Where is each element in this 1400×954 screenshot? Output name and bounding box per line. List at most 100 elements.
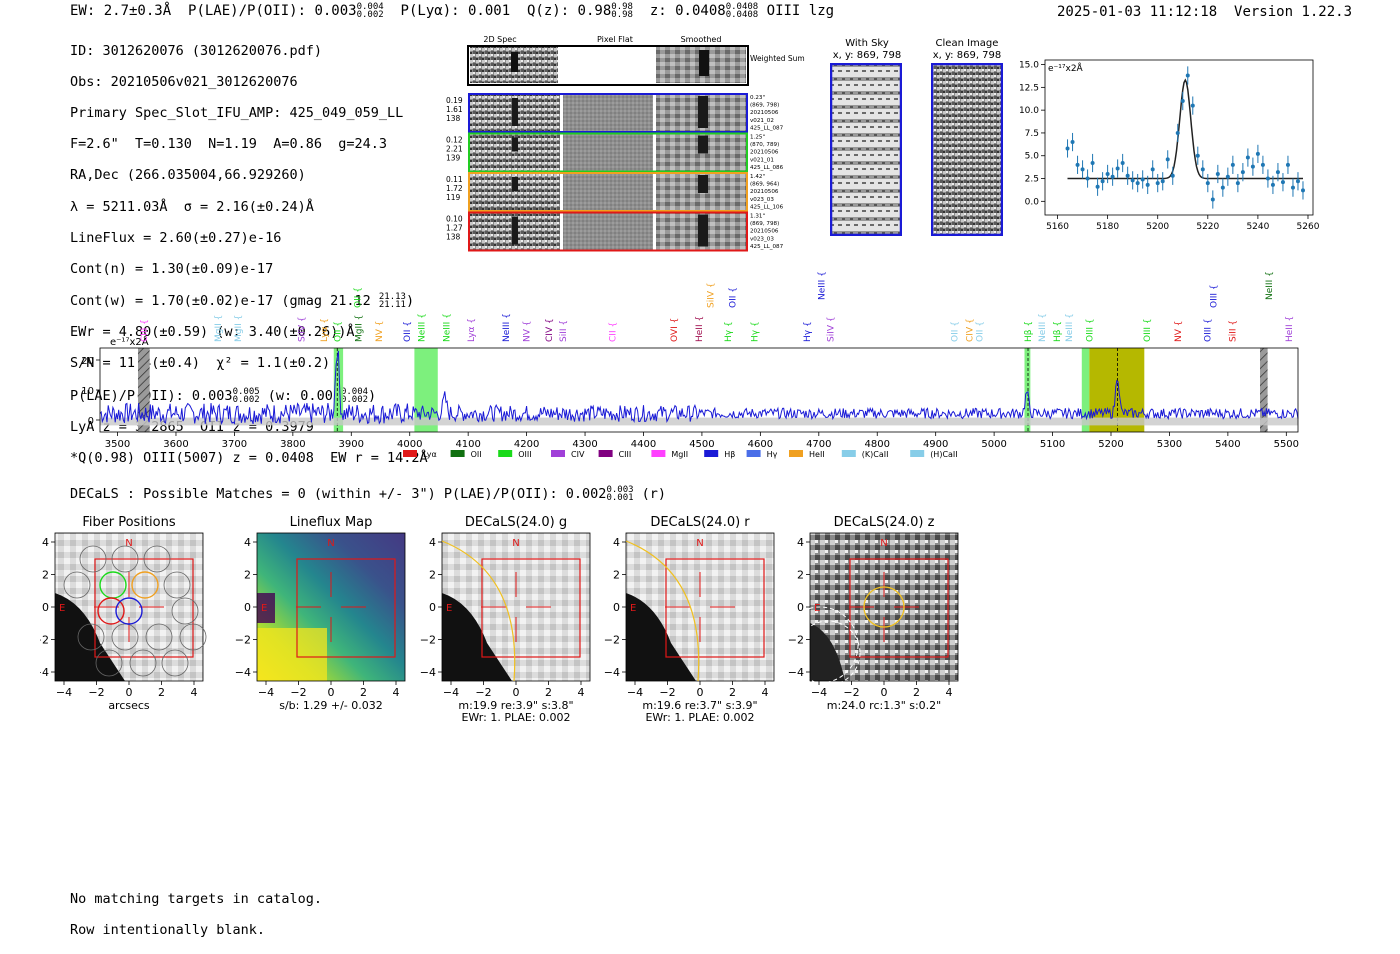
col-smoothed: Smoothed <box>681 35 722 44</box>
bright-galaxy-shadow <box>626 593 696 681</box>
cutout-caption-2: EWr: 1. PLAE: 0.002 <box>645 711 754 724</box>
fiber-stamps-panel: 2D Spec Pixel Flat Smoothed Weighted Sum… <box>446 35 805 252</box>
stamp-line-blob <box>698 214 708 247</box>
fit-data-point <box>1260 162 1265 167</box>
header-qz-range: 0.98 0.98 <box>611 2 633 20</box>
cutout-ytick-label: −4 <box>604 666 620 679</box>
decals-cutout: Lineflux Map N E −4 −4 −2 −2 0 0 2 2 4 4 s/b: 1.29 +/… <box>235 515 406 712</box>
cutout-xtick-label: 4 <box>578 686 585 699</box>
east-marker: E <box>814 603 820 614</box>
info-lineflux: LineFlux = 2.60(±0.27)e-16 <box>70 229 282 246</box>
weighted-label: Weighted Sum <box>750 54 805 63</box>
stamp-right-label: v023_03 <box>750 197 774 203</box>
stamp-line-blob <box>698 175 708 193</box>
fit-data-point <box>1155 181 1160 186</box>
spectrum-line-label: NeIII { <box>417 313 427 342</box>
info-plae: P(LAE)/P(OII): 0.003 0.005 0.002 (w: 0.003… <box>70 386 377 405</box>
spectrum-line-label: NV { <box>375 321 385 342</box>
fiber-circle <box>95 649 123 677</box>
fit-data-point <box>1295 179 1300 184</box>
info-cont-n: Cont(n) = 1.30(±0.09)e-17 <box>70 260 274 277</box>
fit-data-point <box>1215 171 1220 176</box>
cutout-xtick-label: 2 <box>729 686 736 699</box>
cutout-xtick-label: 2 <box>545 686 552 699</box>
fit-data-point <box>1165 157 1170 162</box>
info-obs: Obs: 20210506v021_3012620076 <box>70 73 298 90</box>
stamp-right-label: 425_LL_086 <box>750 165 784 171</box>
fit-data-point <box>1210 197 1215 202</box>
stamp-line-blob <box>512 98 518 126</box>
fit-data-point <box>1290 185 1295 190</box>
fit-data-point <box>1085 176 1090 181</box>
stamp-pixel-flat <box>563 173 653 211</box>
lineflux-dark-blob <box>257 593 275 623</box>
fit-ytick-label: 12.5 <box>1019 83 1039 93</box>
neighbor-ellipse <box>781 606 859 684</box>
fit-ytick-label: 5.0 <box>1025 152 1040 162</box>
fiber-circle-highlight <box>115 597 143 625</box>
spectrum-line-label: NeIII { <box>1065 313 1075 342</box>
cutout-title: DECaLS(24.0) r <box>650 515 750 530</box>
fiber-circle <box>129 649 157 677</box>
spectrum-legend-label: MgII <box>671 450 688 459</box>
north-marker: N <box>125 538 132 549</box>
info-ewr: EWr = 4.80(±0.59) (w: 3.40(±0.26))Å <box>70 324 355 341</box>
catalog-note-line2: Row intentionally blank. <box>70 921 266 938</box>
stamp-left-label: 138 <box>446 233 461 242</box>
header-z-tail: OIII lzg <box>766 3 835 19</box>
spectrum-xtick-label: 4800 <box>865 439 890 450</box>
cutout-ytick-label: 2 <box>429 569 436 582</box>
cutout-xtick-label: 4 <box>191 686 198 699</box>
cutout-ytick-label: 4 <box>244 536 251 549</box>
info-lambda: λ = 5211.03Å σ = 2.16(±0.24)Å <box>70 198 314 215</box>
stamp-frame <box>468 172 748 212</box>
decals-cutout: DECaLS(24.0) r N E −4 −4 −2 −2 0 0 2 2 4 4 m:19.6 re:… <box>604 515 775 724</box>
fit-ytick-label: 2.5 <box>1025 175 1039 185</box>
spectrum-line-label: OII { <box>403 321 413 342</box>
spectrum-xtick-label: 4700 <box>806 439 831 450</box>
spectrum-line-label: Hγ { <box>724 321 734 342</box>
cutout-xtick-label: 0 <box>881 686 888 699</box>
spectrum-legend-label: Hγ <box>767 450 778 459</box>
cutout-caption: s/b: 1.29 +/- 0.032 <box>279 699 383 712</box>
spectrum-line-label: Hγ { <box>803 321 813 342</box>
spectrum-line-label: NV { <box>1174 321 1184 342</box>
spectrum-legend-label: (K)CaII <box>862 450 889 459</box>
aperture-box <box>481 558 581 658</box>
stamp-left-label: 0.10 <box>446 215 463 224</box>
spectrum-xtick-label: 4500 <box>689 439 714 450</box>
spectrum-xtick-label: 5200 <box>1098 439 1123 450</box>
fiber-circle-highlight <box>97 597 125 625</box>
fit-data-point <box>1235 181 1240 186</box>
fit-data-point <box>1265 176 1270 181</box>
info-slot: Primary Spec_Slot_IFU_AMP: 425_049_059_L… <box>70 104 404 121</box>
cutout-xtick-label: 0 <box>126 686 133 699</box>
fiber-circle <box>179 623 207 651</box>
cutout-ytick-label: 0 <box>244 601 251 614</box>
spectrum-xtick-label: 4200 <box>514 439 539 450</box>
spectrum-legend-swatch <box>841 450 856 457</box>
spectrum-shaded-region <box>137 348 150 432</box>
fiber-circle <box>143 545 171 573</box>
spectrum-legend-swatch <box>910 450 925 457</box>
galaxy-ellipse <box>625 540 700 682</box>
stamp-right-label: v021_02 <box>750 118 774 124</box>
spectrum-line-label: SiIV { <box>298 316 308 342</box>
spectrum-legend-label: OII <box>471 450 482 459</box>
spectrum-shaded-region <box>1081 348 1090 432</box>
cutout-xtick-label: −4 <box>443 686 459 699</box>
stamp-left-label: 0.11 <box>446 175 463 184</box>
catalog-note: No matching targets in catalog. Row inte… <box>70 876 322 954</box>
header-plae-range: 0.004 0.002 <box>356 2 384 20</box>
cutout-ytick-label: 2 <box>613 569 620 582</box>
fit-data-point <box>1150 167 1155 172</box>
header-ew: EW: 2.7±0.3Å <box>70 3 172 19</box>
spectrum-line-label: SiIV { <box>826 316 836 342</box>
spectrum-line-label: HeII { <box>695 316 705 342</box>
cutout-title: Lineflux Map <box>290 515 373 530</box>
with-sky-coords: x, y: 869, 798 <box>832 50 902 61</box>
spectrum-line-label: NeIII { <box>818 271 828 300</box>
stamp-right-label: 20210506 <box>750 150 779 156</box>
full-spectrum-chart: e⁻¹⁷x2Å CIII {MgII {MgII {SiIV {Lyα {OII… <box>81 271 1299 459</box>
